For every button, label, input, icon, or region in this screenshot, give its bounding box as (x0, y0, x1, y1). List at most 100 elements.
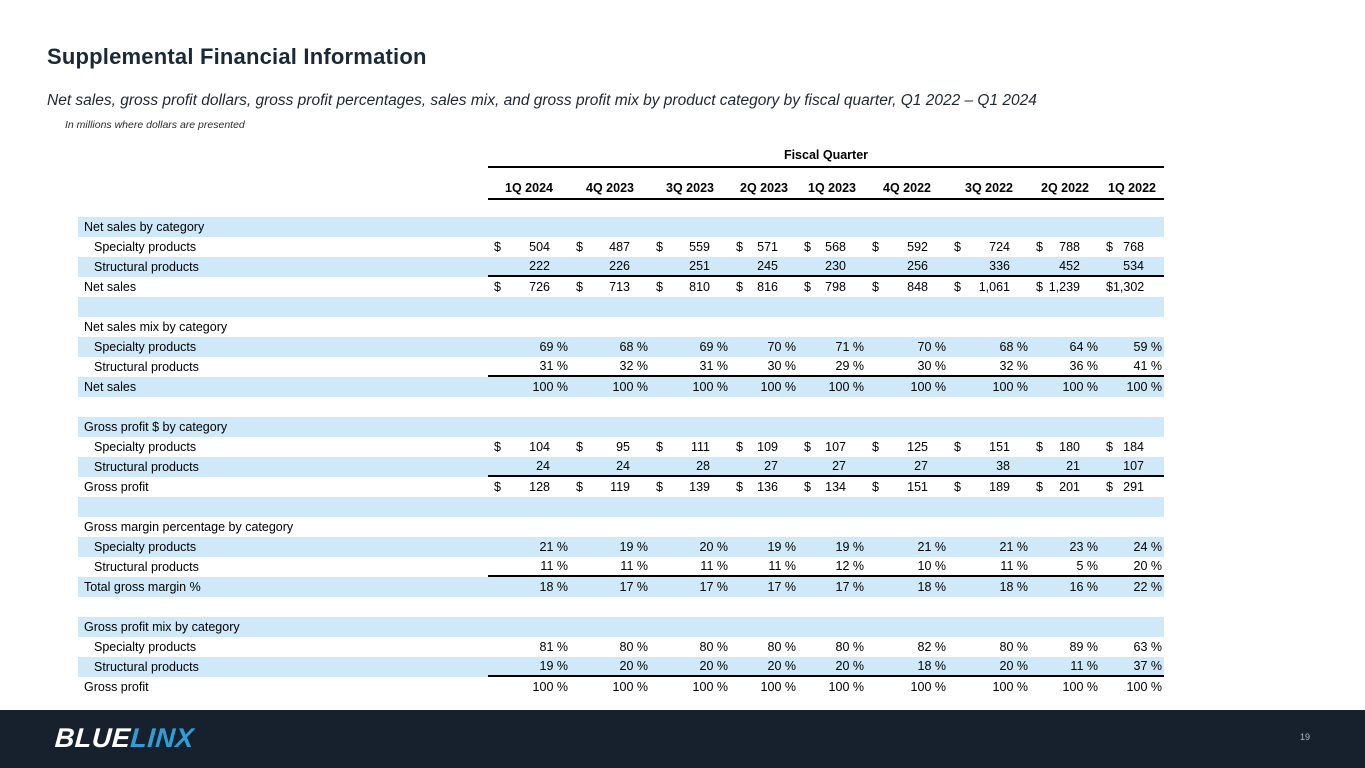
dollar-sign: $ (804, 280, 811, 294)
cell-value: 1,061 (978, 280, 1010, 294)
table-cell: $816 (730, 277, 798, 297)
spacer-row (78, 297, 1164, 317)
table-cell: 256 (866, 257, 948, 277)
dollar-sign: $ (656, 240, 663, 254)
column-header: 3Q 2023 (666, 181, 714, 195)
table-row: Specialty products 81 % 80 % 80 % 80 % 80 % 82… (78, 637, 1164, 657)
cell-value: 559 (689, 240, 710, 254)
cell-value: 151 (907, 480, 928, 494)
section-header-label: Gross profit mix by category (84, 620, 240, 634)
table-cell: 11 % (488, 557, 570, 577)
dollar-sign: $ (494, 280, 501, 294)
dollar-sign: $ (576, 440, 583, 454)
cell-value: 184 (1123, 440, 1144, 454)
table-row: Specialty products 69 % 68 % 69 % 70 % 71 % 70… (78, 337, 1164, 357)
table-cell: 32 % (570, 357, 650, 377)
table-cell: 80 % (619, 640, 649, 654)
dollar-sign: $ (872, 240, 879, 254)
table-cell: 107 (1100, 457, 1164, 477)
slide-subtitle: Net sales, gross profit dollars, gross p… (47, 92, 1037, 109)
table-cell: 19 % (619, 540, 649, 554)
table-row: Specialty products 21 % 19 % 20 % 19 % 19 % 21… (78, 537, 1164, 557)
table-cell: 24 % (1133, 540, 1163, 554)
dollar-sign: $ (494, 480, 501, 494)
table-cell: $848 (866, 277, 948, 297)
cell-value: 713 (609, 280, 630, 294)
section-header-row: Gross profit mix by category (78, 617, 1164, 637)
table-cell: $788 (1030, 237, 1100, 257)
table-cell: $139 (650, 477, 730, 497)
cell-value: 571 (757, 240, 778, 254)
cell-value: 816 (757, 280, 778, 294)
table-cell: 230 (798, 257, 866, 277)
table-cell: 80 % (699, 640, 729, 654)
table-cell: 11 % (570, 557, 650, 577)
table-cell: 27 (730, 457, 798, 477)
table-cell: 226 (570, 257, 650, 277)
table-cell: 20 % (650, 657, 730, 677)
table-cell: 17 % (619, 580, 649, 594)
table-cell: 21 (1030, 457, 1100, 477)
table-row: Net sales $726 $713 $810 $816 $798 $848 $1,061 $… (78, 277, 1164, 297)
table-cell: 21 % (917, 540, 947, 554)
cell-value: 768 (1123, 240, 1144, 254)
table-cell: 100 % (1126, 380, 1162, 394)
table-cell: 32 % (948, 357, 1030, 377)
table-cell: $151 (866, 477, 948, 497)
table-cell: 100 % (1062, 680, 1098, 694)
table-cell: 245 (730, 257, 798, 277)
dollar-sign: $ (576, 480, 583, 494)
cell-value: 726 (529, 280, 550, 294)
table-cell: 37 % (1100, 657, 1164, 677)
table-row: Structural products 24 24 28 27 27 27 38 21 107 (78, 457, 1164, 477)
dollar-sign: $ (872, 480, 879, 494)
section-header-label: Net sales mix by category (84, 320, 228, 334)
table-cell: $104 (488, 437, 570, 457)
table-row: Structural products 222 226 251 245 230 256 336… (78, 257, 1164, 277)
table-cell: 100 % (910, 380, 946, 394)
row-label: Structural products (94, 360, 199, 374)
table-cell: $136 (730, 477, 798, 497)
dollar-sign: $ (576, 240, 583, 254)
table-cell: 21 % (999, 540, 1029, 554)
table-cell: 11 % (650, 557, 730, 577)
table-cell: $726 (488, 277, 570, 297)
table-cell: 63 % (1133, 640, 1163, 654)
table-row: Structural products 19 % 20 % 20 % 20 % 20 % 1… (78, 657, 1164, 677)
table-cell: 100 % (692, 380, 728, 394)
table-cell: $125 (866, 437, 948, 457)
table-cell: $798 (798, 277, 866, 297)
table-cell: 100 % (828, 380, 864, 394)
cell-value: 189 (989, 480, 1010, 494)
cell-value: 798 (825, 280, 846, 294)
table-cell: 16 % (1069, 580, 1099, 594)
table-cell: $568 (798, 237, 866, 257)
table-cell: $768 (1100, 237, 1164, 257)
cell-value: 136 (757, 480, 778, 494)
table-row: Total gross margin % 18 % 17 % 17 % 17 % 17 %… (78, 577, 1164, 597)
page-number: 19 (1299, 732, 1310, 742)
table-cell: 36 % (1030, 357, 1100, 377)
financial-table: Fiscal Quarter 1Q 2024 4Q 2023 3Q 2023 2Q 2… (78, 148, 1164, 697)
table-cell: 20 % (570, 657, 650, 677)
table-cell: 100 % (992, 680, 1028, 694)
table-cell: 30 % (730, 357, 798, 377)
row-label: Net sales (84, 380, 137, 394)
table-cell: 22 % (1133, 580, 1163, 594)
table-cell: 20 % (948, 657, 1030, 677)
table-cell: 80 % (767, 640, 797, 654)
section-header-row: Gross margin percentage by category (78, 517, 1164, 537)
cell-value: 107 (825, 440, 846, 454)
cell-value: 504 (529, 240, 550, 254)
cell-value: 568 (825, 240, 846, 254)
row-label: Structural products (94, 660, 199, 674)
dollar-sign: $ (1106, 280, 1113, 294)
table-cell: $95 (570, 437, 650, 457)
column-headers: 1Q 2024 4Q 2023 3Q 2023 2Q 2023 1Q 2023 4Q 20… (488, 168, 1164, 200)
cell-value: 291 (1123, 480, 1144, 494)
dollar-sign: $ (1036, 280, 1043, 294)
table-cell: 17 % (835, 580, 865, 594)
dollar-sign: $ (494, 240, 501, 254)
cell-value: 1,302 (1112, 280, 1145, 294)
